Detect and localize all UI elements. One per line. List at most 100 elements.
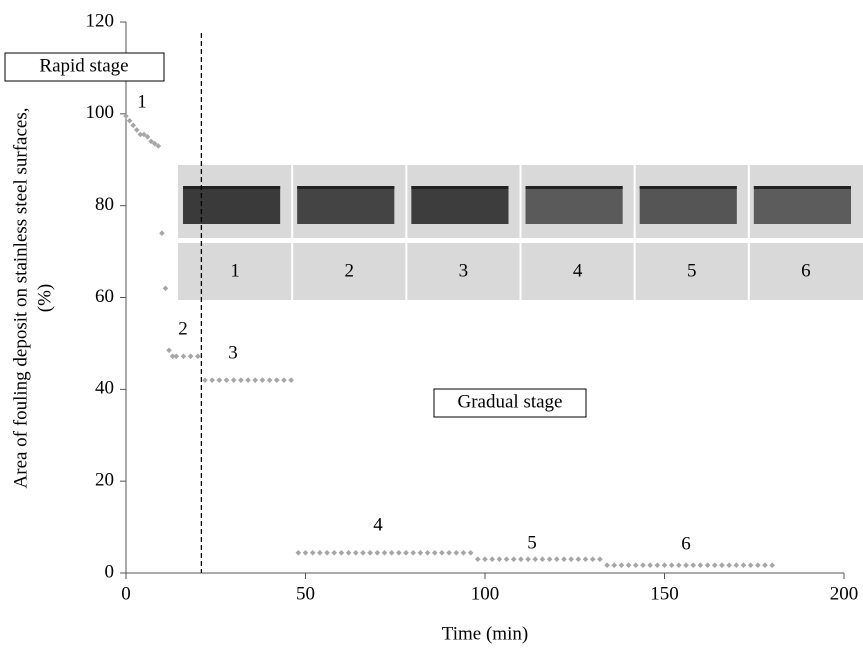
annotation-box: [4, 52, 165, 82]
data-point: [173, 353, 180, 360]
data-point: [295, 549, 302, 556]
inset-photo: [411, 186, 509, 224]
annotation-box: [433, 388, 587, 418]
inset-photo-edge: [525, 186, 623, 189]
y-tick-label: 100: [86, 102, 115, 123]
data-point: [597, 556, 603, 563]
data-point: [162, 285, 169, 292]
data-point: [338, 549, 345, 556]
data-point: [740, 562, 747, 568]
data-point: [273, 377, 280, 383]
data-point: [726, 562, 732, 568]
data-point: [245, 377, 251, 383]
y-axis-label-line: Area of fouling deposit on stainless ste…: [10, 108, 31, 489]
annotation: 4: [373, 514, 383, 535]
data-point: [252, 377, 259, 383]
inset-divider: [519, 165, 522, 300]
data-point: [697, 562, 704, 568]
inset-photo: [753, 186, 851, 224]
data-point: [747, 562, 754, 568]
inset-photo-edge: [297, 186, 395, 189]
data-point: [137, 131, 144, 138]
inset-photo-edge: [639, 186, 737, 189]
data-point: [123, 113, 129, 119]
data-point: [453, 549, 460, 556]
data-point: [216, 377, 223, 383]
inset-photo: [297, 186, 395, 224]
inset-divider: [633, 165, 636, 300]
annotation: 6: [681, 533, 691, 554]
inset-photo: [183, 186, 281, 224]
data-point: [482, 556, 488, 563]
data-point: [431, 549, 438, 556]
data-point: [769, 562, 775, 568]
y-axis-label: Area of fouling deposit on stainless ste…: [10, 108, 55, 489]
data-point: [202, 377, 208, 383]
data-point: [475, 556, 481, 563]
data-point: [155, 143, 162, 149]
data-point: [266, 377, 273, 383]
data-point: [223, 377, 230, 383]
data-point: [654, 562, 661, 568]
data-point: [130, 122, 136, 129]
data-point: [417, 549, 424, 556]
annotation: 5: [527, 532, 537, 553]
data-point: [575, 556, 582, 563]
data-point: [360, 549, 366, 556]
y-axis-label-line: (%): [34, 284, 55, 312]
inset-photo-edge: [411, 186, 509, 189]
inset-divider: [405, 165, 408, 300]
data-point: [126, 117, 133, 124]
data-point: [166, 347, 172, 354]
data-point: [410, 549, 416, 556]
data-point: [388, 549, 395, 556]
data-point: [352, 549, 359, 556]
y-tick-label: 120: [86, 10, 115, 31]
data-point: [561, 556, 567, 563]
data-point: [496, 556, 503, 563]
inset-photo: [525, 186, 623, 224]
inset-divider: [747, 165, 750, 300]
data-point: [331, 549, 338, 556]
data-point: [518, 556, 524, 563]
data-point: [582, 556, 589, 563]
data-point: [711, 562, 718, 568]
data-point: [618, 562, 625, 568]
data-point: [367, 549, 373, 556]
data-point: [195, 353, 201, 360]
data-point: [525, 556, 531, 563]
data-point: [281, 377, 287, 383]
annotation: 2: [178, 318, 188, 339]
inset-label: 4: [573, 260, 583, 281]
data-point: [148, 138, 154, 145]
data-point: [151, 140, 158, 147]
inset-label: 2: [345, 260, 355, 281]
data-point: [510, 556, 517, 563]
data-point: [503, 556, 510, 563]
data-point: [640, 562, 646, 568]
data-point: [302, 549, 309, 556]
data-point: [288, 377, 294, 383]
annotation: Gradual stage: [458, 391, 563, 412]
data-point: [719, 562, 725, 568]
data-point: [317, 549, 323, 556]
y-tick-label: 60: [95, 286, 114, 307]
inset-photo: [639, 186, 737, 224]
data-point: [396, 549, 402, 556]
data-point: [345, 549, 352, 556]
y-tick-label: 80: [95, 194, 114, 215]
data-point: [374, 549, 381, 556]
data-point: [554, 556, 560, 563]
data-point: [460, 549, 467, 556]
data-point: [259, 377, 266, 383]
data-point: [632, 562, 639, 568]
data-point: [568, 556, 574, 563]
annotation: Rapid stage: [39, 55, 128, 76]
data-point: [539, 556, 546, 563]
data-point: [238, 377, 244, 383]
data-point: [159, 230, 165, 237]
inset-divider: [291, 165, 294, 300]
data-point: [141, 131, 147, 138]
data-point: [755, 562, 761, 568]
